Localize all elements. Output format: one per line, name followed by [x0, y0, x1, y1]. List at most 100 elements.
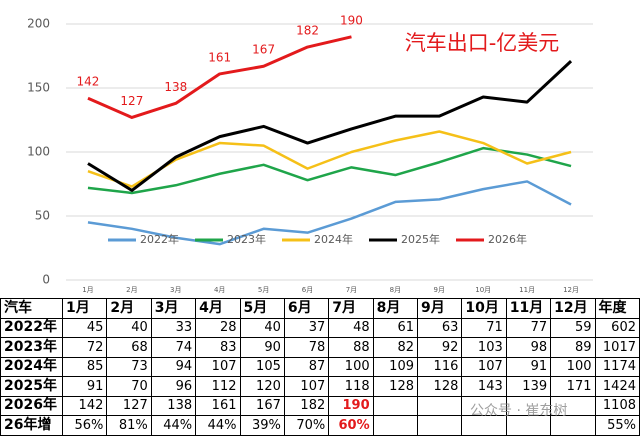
table-cell: 2025年 [0, 376, 63, 397]
y-tick-label: 50 [35, 209, 50, 223]
data-table: 汽车 1月 2月 3月 4月 5月 6月 7月 8月 9月 10月 11月 12月 年度 2022年 45 40… [0, 298, 640, 436]
data-label: 142 [77, 75, 100, 89]
table-cell: 26年增 [0, 415, 63, 436]
table-cell: 4月 [195, 298, 241, 319]
table-cell: 107 [195, 356, 241, 377]
table-cell: 1424 [594, 376, 640, 397]
table-cell: 1月 [61, 298, 108, 319]
table-cell: 40 [106, 317, 152, 338]
table-cell: 12月 [550, 298, 596, 319]
table-cell [372, 395, 419, 416]
table-cell [416, 395, 463, 416]
data-label: 182 [296, 24, 319, 38]
table-cell: 74 [150, 337, 197, 358]
table-cell: 28 [195, 317, 241, 338]
table-cell: 2026年 [0, 395, 63, 416]
y-tick-label: 200 [27, 17, 50, 31]
table-cell: 139 [505, 376, 552, 397]
table-cell: 127 [106, 395, 152, 416]
table-cell: 8月 [372, 298, 419, 319]
table-cell: 68 [106, 337, 152, 358]
chart-title: 汽车出口-亿美元 [405, 31, 560, 55]
table-cell: 60% [328, 415, 374, 436]
table-row: 2026年 142 127 138 161 167 182 190 1108 [0, 395, 640, 416]
table-cell: 56% [61, 415, 108, 436]
y-tick-label: 150 [27, 81, 50, 95]
table-cell: 3月 [150, 298, 197, 319]
table-cell [372, 415, 419, 436]
legend-label: 2022年 [140, 232, 179, 246]
table-cell: 78 [283, 337, 330, 358]
table-cell: 138 [150, 395, 197, 416]
table-cell: 128 [416, 376, 463, 397]
x-tick-label: 4月 [214, 286, 225, 294]
table-cell: 70% [283, 415, 330, 436]
table-cell: 7月 [328, 298, 374, 319]
table-cell: 37 [283, 317, 330, 338]
table-cell: 100 [328, 356, 374, 377]
table-cell: 5月 [239, 298, 285, 319]
table-row: 2022年 45 40 33 28 40 37 48 61 63 71 77 59 602 [0, 317, 640, 338]
table-cell: 1108 [594, 395, 640, 416]
table-cell: 167 [239, 395, 285, 416]
x-tick-label: 3月 [170, 286, 181, 294]
x-tick-label: 11月 [519, 286, 535, 294]
y-tick-label: 0 [42, 273, 50, 287]
series-line [87, 180, 572, 246]
table-cell: 73 [106, 356, 152, 377]
x-tick-label: 7月 [346, 286, 357, 294]
table-cell: 161 [195, 395, 241, 416]
table-cell: 143 [461, 376, 507, 397]
series-line [87, 146, 572, 195]
table-cell: 116 [416, 356, 463, 377]
table-row: 2025年 91 70 96 112 120 107 118 128 128 143 139 171 14… [0, 376, 640, 397]
table-cell: 82 [372, 337, 419, 358]
table-cell: 98 [505, 337, 552, 358]
table-cell: 2023年 [0, 337, 63, 358]
table-cell: 2月 [106, 298, 152, 319]
table-row: 2023年 72 68 74 83 90 78 88 82 92 103 98 89 1017 [0, 337, 640, 358]
x-tick-label: 9月 [434, 286, 445, 294]
table-cell: 2022年 [0, 317, 63, 338]
table-cell: 10月 [461, 298, 507, 319]
watermark: 公众号 · 崔东树 [470, 403, 568, 419]
data-label: 127 [120, 94, 143, 108]
table-cell: 87 [283, 356, 330, 377]
table-cell: 6月 [283, 298, 330, 319]
x-tick-label: 8月 [390, 286, 401, 294]
table-row: 汽车 1月 2月 3月 4月 5月 6月 7月 8月 9月 10月 11月 12月 年度 [0, 298, 640, 319]
legend-label: 2023年 [227, 232, 266, 246]
data-label: 138 [164, 80, 187, 94]
table-cell: 88 [328, 337, 374, 358]
table-cell: 91 [61, 376, 108, 397]
table-cell: 61 [372, 317, 419, 338]
table-cell: 年度 [594, 298, 640, 319]
table-cell: 45 [61, 317, 108, 338]
x-tick-label: 12月 [563, 286, 579, 294]
table-cell: 1017 [594, 337, 640, 358]
x-tick-label: 5月 [258, 286, 269, 294]
table-cell: 109 [372, 356, 419, 377]
table-cell: 100 [550, 356, 596, 377]
data-label: 161 [208, 50, 231, 64]
table-cell: 44% [150, 415, 197, 436]
table-cell: 118 [328, 376, 374, 397]
table-cell: 39% [239, 415, 285, 436]
table-cell: 92 [416, 337, 463, 358]
legend-label: 2025年 [401, 232, 440, 246]
series-line [87, 130, 572, 188]
table-cell: 90 [239, 337, 285, 358]
x-tick-label: 1月 [82, 286, 93, 294]
data-label: 167 [252, 43, 275, 57]
table-cell: 89 [550, 337, 596, 358]
table-cell: 83 [195, 337, 241, 358]
table-cell [550, 415, 596, 436]
table-cell: 182 [283, 395, 330, 416]
series-line [87, 35, 352, 119]
table-cell: 44% [195, 415, 241, 436]
table-cell: 120 [239, 376, 285, 397]
table-cell: 107 [283, 376, 330, 397]
series-line [87, 60, 573, 192]
table-cell: 602 [594, 317, 640, 338]
